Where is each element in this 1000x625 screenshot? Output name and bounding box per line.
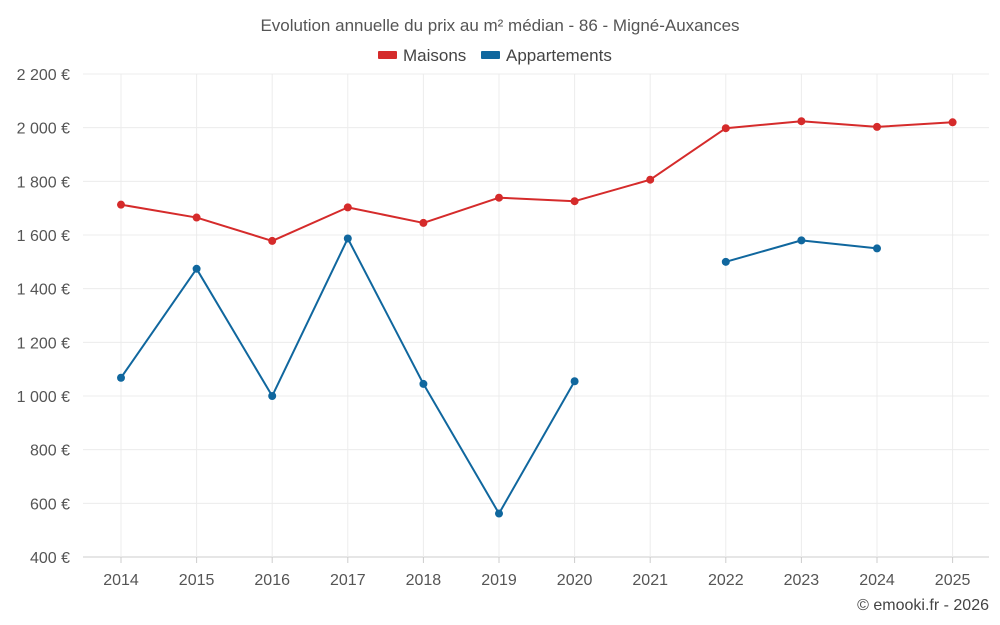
chart-title: Evolution annuelle du prix au m² médian … <box>260 16 739 35</box>
data-point-appartements-2022[interactable] <box>721 257 730 266</box>
y-tick-label: 1 800 € <box>17 174 70 191</box>
x-tick-label: 2022 <box>708 572 744 589</box>
data-point-appartements-2020[interactable] <box>570 377 579 386</box>
data-point-appartements-2017[interactable] <box>343 234 352 243</box>
x-tick-label: 2014 <box>103 572 139 589</box>
y-tick-label: 400 € <box>30 550 70 567</box>
y-tick-label: 2 000 € <box>17 121 70 138</box>
data-point-maisons-2023[interactable] <box>797 117 806 126</box>
legend-label-appartements: Appartements <box>506 46 612 65</box>
x-tick-label: 2017 <box>330 572 366 589</box>
x-tick-label: 2024 <box>859 572 895 589</box>
credit-text: © emooki.fr - 2026 <box>857 597 989 614</box>
y-tick-label: 1 000 € <box>17 389 70 406</box>
data-point-maisons-2016[interactable] <box>268 236 277 245</box>
data-point-maisons-2017[interactable] <box>343 203 352 212</box>
data-point-maisons-2020[interactable] <box>570 197 579 206</box>
legend-item-appartements[interactable]: Appartements <box>481 46 612 65</box>
data-point-appartements-2015[interactable] <box>192 264 201 273</box>
y-axis: 400 € 600 € 800 € 1 000 € 1 200 € 1 400 € 1 60… <box>17 67 70 567</box>
x-tick-label: 2019 <box>481 572 517 589</box>
data-point-maisons-2018[interactable] <box>419 218 428 227</box>
data-point-maisons-2022[interactable] <box>721 124 730 133</box>
x-axis: 2014 2015 2016 2017 2018 2019 2020 2021 2022 2023… <box>103 557 970 589</box>
x-tick-label: 2016 <box>254 572 290 589</box>
data-point-maisons-2019[interactable] <box>495 193 503 202</box>
data-point-appartements-2019[interactable] <box>495 509 503 518</box>
legend-swatch-appartements <box>481 51 500 59</box>
y-tick-label: 600 € <box>30 496 70 513</box>
x-tick-label: 2023 <box>784 572 820 589</box>
data-point-appartements-2014[interactable] <box>117 373 125 382</box>
data-point-appartements-2016[interactable] <box>268 392 277 400</box>
legend-swatch-maisons <box>378 51 397 59</box>
legend: Maisons Appartements <box>378 46 612 65</box>
series-appartements <box>117 234 881 518</box>
x-tick-label: 2021 <box>632 572 668 589</box>
legend-label-maisons: Maisons <box>403 46 466 65</box>
data-point-maisons-2021[interactable] <box>646 175 655 184</box>
grid <box>83 73 989 558</box>
y-tick-label: 1 400 € <box>17 282 70 299</box>
y-tick-label: 1 200 € <box>17 335 70 352</box>
series-maisons <box>117 117 957 245</box>
series-line-maisons <box>120 120 953 242</box>
x-tick-label: 2025 <box>935 572 971 589</box>
data-point-appartements-2023[interactable] <box>797 236 806 245</box>
y-tick-label: 800 € <box>30 443 70 460</box>
data-point-maisons-2025[interactable] <box>948 118 957 127</box>
y-tick-label: 1 600 € <box>17 228 70 245</box>
x-tick-label: 2015 <box>179 572 215 589</box>
data-point-maisons-2014[interactable] <box>117 200 125 209</box>
data-point-appartements-2018[interactable] <box>419 379 428 388</box>
data-point-appartements-2024[interactable] <box>873 244 881 253</box>
series <box>117 117 957 518</box>
y-tick-label: 2 200 € <box>17 67 70 84</box>
data-point-maisons-2015[interactable] <box>192 213 201 222</box>
x-tick-label: 2018 <box>406 572 442 589</box>
x-tick-label: 2020 <box>557 572 593 589</box>
legend-item-maisons[interactable]: Maisons <box>378 46 466 65</box>
data-point-maisons-2024[interactable] <box>873 122 881 131</box>
